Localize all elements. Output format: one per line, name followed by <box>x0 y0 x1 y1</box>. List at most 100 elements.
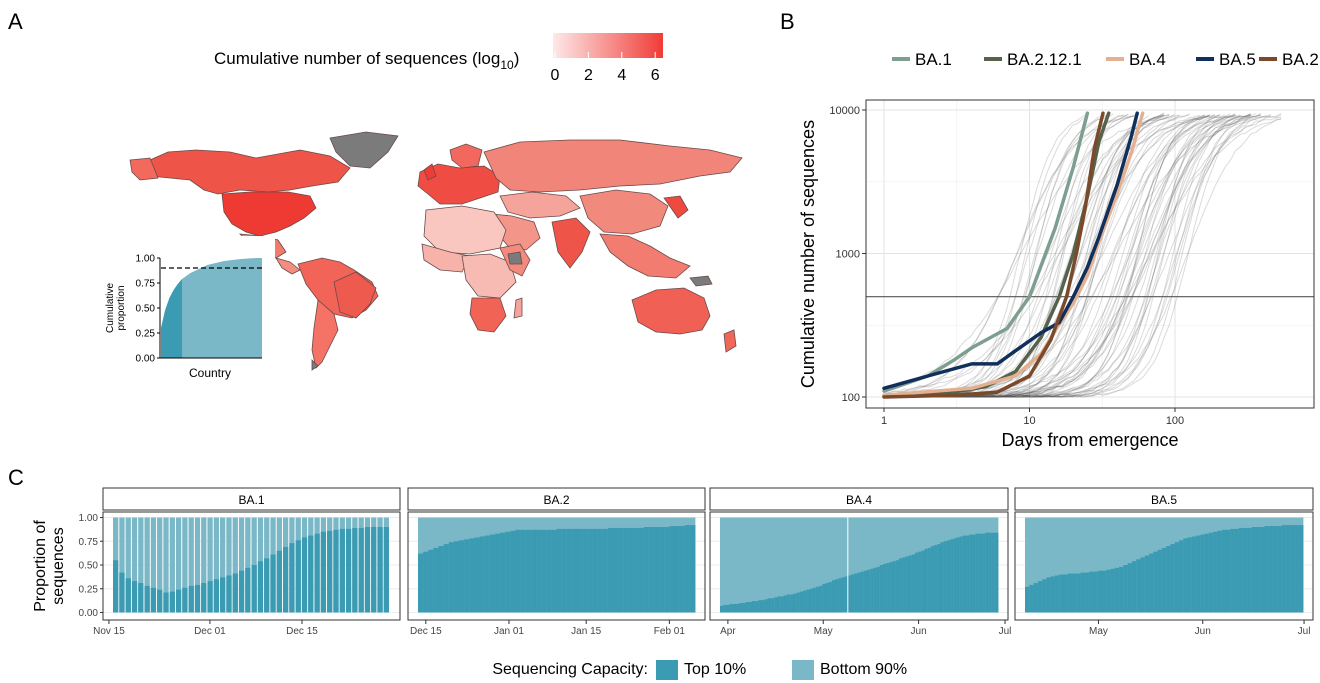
facet-title: BA.4 <box>846 493 872 507</box>
bar-top10 <box>764 599 769 613</box>
facet-ytick-label: 0.75 <box>79 537 99 548</box>
bar-top10 <box>282 546 289 613</box>
bar-bottom90 <box>857 517 861 613</box>
bar-top10 <box>950 539 954 613</box>
legend-b: BA.1 BA.2.12.1 BA.4 BA.5 BA.2 <box>892 50 1319 69</box>
bar-top10 <box>377 527 383 613</box>
bar-top10 <box>464 539 470 613</box>
bar-top10 <box>966 535 970 613</box>
facet-xtick-label: Jun <box>911 626 927 637</box>
bar-top10 <box>1119 566 1124 613</box>
bar-top10 <box>793 593 798 613</box>
inset-ytick-label: 0.00 <box>136 354 156 365</box>
bar-bottom90 <box>847 517 852 613</box>
map-region-southern-africa <box>469 297 507 333</box>
bar-top10 <box>571 528 578 613</box>
bar-top10 <box>679 526 686 613</box>
panel-b-series-BA.4 <box>882 111 1145 397</box>
bar-top10 <box>628 527 634 613</box>
inset-ytick-label: 0.25 <box>136 329 156 340</box>
bar-top10 <box>510 530 516 613</box>
bar-top10 <box>1255 527 1261 613</box>
facet-BA.4: BA.4 Apr May Jun Jul <box>709 487 1011 637</box>
bar-top10 <box>1221 529 1227 613</box>
bar-top10 <box>812 587 817 613</box>
map-region-papua <box>689 275 713 287</box>
bar-top10 <box>623 527 629 613</box>
bar-top10 <box>985 532 989 613</box>
panel-b-ytick-label: 10000 <box>829 105 860 117</box>
bar-bottom90 <box>125 517 131 613</box>
capacity-legend: Sequencing Capacity: Top 10% Bottom 90% <box>492 660 907 680</box>
bar-top10 <box>1251 527 1257 613</box>
bar-top10 <box>934 545 938 613</box>
bar-top10 <box>238 570 245 613</box>
bar-bottom90 <box>232 517 238 613</box>
bar-top10 <box>138 583 144 613</box>
bar-top10 <box>1191 536 1197 613</box>
bar-top10 <box>443 544 450 613</box>
panel-b-xtick-label: 100 <box>1166 415 1184 427</box>
bar-top10 <box>972 534 977 613</box>
bar-top10 <box>819 585 823 613</box>
panel-b-ylabel: Cumulative number of sequences <box>798 120 818 388</box>
facet-xtick-label: May <box>814 626 833 637</box>
bar-bottom90 <box>1110 517 1116 613</box>
bar-top10 <box>889 562 893 613</box>
bar-top10 <box>276 550 282 613</box>
bar-bottom90 <box>1076 517 1081 613</box>
bar-top10 <box>633 527 639 613</box>
bar-top10 <box>320 531 327 613</box>
bar-top10 <box>1187 537 1193 613</box>
bar-top10 <box>994 532 999 613</box>
map-legend: Cumulative number of sequences (log10) 0… <box>214 33 663 84</box>
panel-b-xtick-label: 10 <box>1023 415 1035 427</box>
bar-top10 <box>953 538 957 613</box>
bar-bottom90 <box>866 517 871 613</box>
map-region-southeast-asia <box>599 233 691 279</box>
panel-b-ytick-label: 1000 <box>836 249 860 261</box>
bar-top10 <box>930 546 935 613</box>
panel-b-series-BA.5 <box>882 111 1139 391</box>
bar-bottom90 <box>1033 517 1039 613</box>
bar-bottom90 <box>182 517 188 613</box>
panel-b: BA.1 BA.2.12.1 BA.4 BA.5 BA.2 1 10 100 100 1000 1… <box>798 50 1319 450</box>
bar-top10 <box>684 525 691 613</box>
map-region-ethiopia <box>507 251 523 265</box>
bar-top10 <box>333 529 339 613</box>
bar-top10 <box>561 528 568 613</box>
bar-top10 <box>1080 572 1086 613</box>
bar-top10 <box>787 594 791 613</box>
bar-bottom90 <box>1054 517 1060 613</box>
bar-top10 <box>301 537 308 613</box>
facet-title: BA.5 <box>1151 493 1177 507</box>
bar-top10 <box>551 529 557 613</box>
bar-top10 <box>1033 583 1039 613</box>
bar-bottom90 <box>1059 517 1064 613</box>
facet-strip <box>709 487 1009 511</box>
facet-BA.2: BA.2 Dec 15 Jan 01 Jan 15 Feb 01 <box>407 487 706 637</box>
bar-top10 <box>1298 525 1304 613</box>
bar-top10 <box>1200 534 1206 613</box>
map-region-india <box>551 217 591 269</box>
bar-top10 <box>664 527 670 613</box>
bar-top10 <box>1157 549 1163 613</box>
bar-top10 <box>851 574 855 613</box>
bar-bottom90 <box>876 517 881 613</box>
bar-top10 <box>1153 551 1158 613</box>
map-region-europe <box>417 163 501 205</box>
bar-bottom90 <box>796 517 801 613</box>
bar-top10 <box>1166 546 1171 613</box>
bar-bottom90 <box>732 517 737 613</box>
bar-top10 <box>1277 526 1283 613</box>
map-legend-tick-label: 4 <box>617 67 626 84</box>
bar-top10 <box>844 576 849 613</box>
bar-top10 <box>777 596 782 613</box>
panel-b-xlabel: Days from emergence <box>1001 430 1178 450</box>
bar-top10 <box>1089 571 1094 613</box>
facet-ytick-label: 1.00 <box>79 513 99 524</box>
bar-top10 <box>975 533 980 613</box>
bar-top10 <box>245 567 251 613</box>
bar-bottom90 <box>1037 517 1043 613</box>
bar-top10 <box>607 527 614 613</box>
